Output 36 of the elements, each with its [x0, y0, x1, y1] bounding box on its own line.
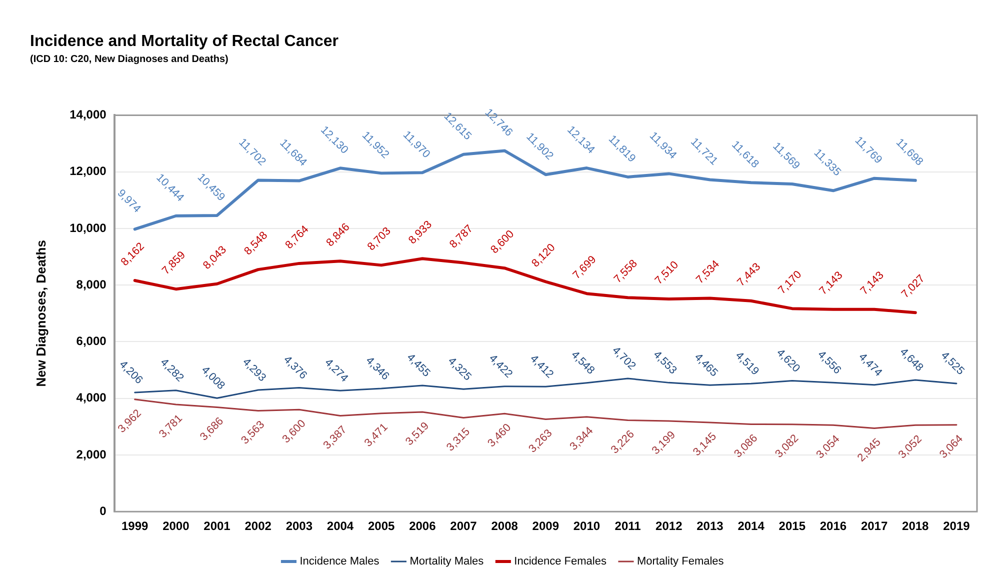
- y-tick-label: 0: [100, 504, 107, 518]
- x-tick-label: 2007: [450, 519, 478, 534]
- x-tick-label: 2016: [820, 519, 847, 534]
- x-tick-label: 2000: [162, 519, 190, 534]
- x-tick-label: 2018: [902, 519, 930, 534]
- x-tick-label: 2001: [204, 519, 231, 534]
- legend-label: Mortality Males: [410, 556, 484, 568]
- x-tick-label: 2005: [368, 519, 395, 534]
- legend-label: Mortality Females: [636, 556, 724, 568]
- x-tick-label: 2008: [491, 519, 518, 534]
- y-tick-label: 12,000: [70, 164, 107, 178]
- legend-label: Incidence Males: [300, 556, 380, 568]
- x-tick-label: 2003: [286, 519, 313, 534]
- x-tick-label: 2004: [326, 519, 354, 534]
- x-tick-label: 2010: [573, 519, 600, 534]
- x-tick-label: 2006: [409, 519, 436, 534]
- chart-title: Incidence and Mortality of Rectal Cancer: [30, 33, 339, 50]
- y-tick-label: 4,000: [76, 390, 107, 405]
- x-tick-label: 2014: [738, 519, 765, 534]
- y-tick-label: 6,000: [76, 334, 107, 348]
- legend-label: Incidence Females: [514, 556, 607, 568]
- x-tick-label: 2019: [943, 519, 970, 534]
- y-axis-title: New Diagnoses, Deaths: [33, 240, 48, 387]
- y-tick-label: 10,000: [70, 220, 107, 235]
- x-tick-label: 2002: [244, 519, 272, 534]
- chart-subtitle: (ICD 10: C20, New Diagnoses and Deaths): [30, 54, 228, 65]
- x-tick-label: 2009: [532, 519, 560, 534]
- y-tick-label: 14,000: [70, 108, 107, 122]
- x-tick-label: 2017: [860, 519, 888, 534]
- x-tick-label: 2013: [696, 519, 724, 534]
- y-tick-label: 2,000: [76, 447, 107, 462]
- x-tick-label: 2012: [656, 519, 683, 534]
- x-tick-label: 1999: [121, 519, 149, 534]
- y-tick-label: 8,000: [76, 277, 107, 292]
- x-tick-label: 2015: [778, 519, 806, 534]
- x-tick-label: 2011: [614, 519, 642, 534]
